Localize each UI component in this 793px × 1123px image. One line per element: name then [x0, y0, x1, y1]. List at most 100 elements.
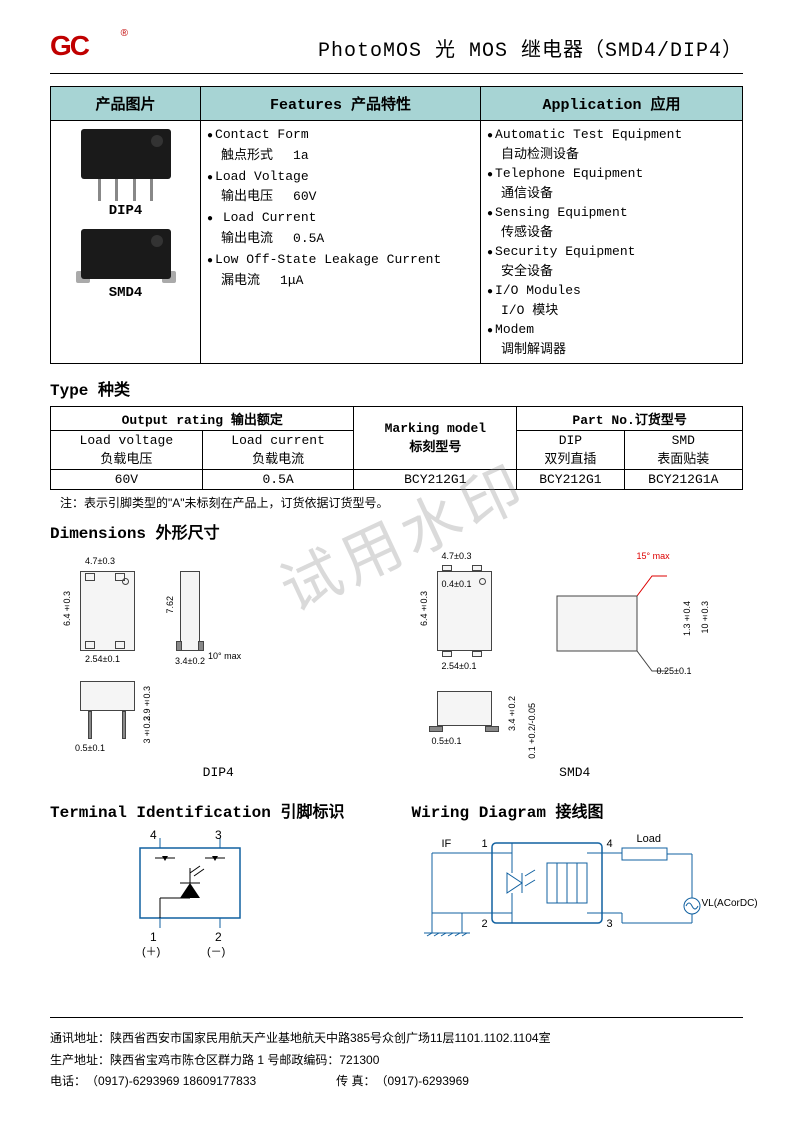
pin-label: 1	[150, 930, 157, 944]
dim-label: 6.4±0.3	[419, 591, 429, 626]
wiring-svg	[412, 828, 732, 958]
col-header-features: Features 产品特性	[201, 87, 481, 121]
th-load-voltage: Load voltage 负载电压	[51, 431, 203, 470]
pin-plus: (＋)	[142, 943, 160, 959]
cell-marking: BCY212G1	[354, 470, 517, 490]
dip4-caption: DIP4	[50, 765, 387, 780]
footer-prod-label: 生产地址：	[50, 1050, 110, 1072]
feature-en: Low Off-State Leakage Current	[207, 250, 474, 271]
app-cn: 通信设备	[487, 184, 736, 204]
wire-pin: 3	[607, 918, 613, 930]
features-cell: Contact Form 触点形式1a Load Voltage 输出电压60V…	[201, 121, 481, 364]
feature-val: 60V	[273, 187, 316, 208]
app-cn: I/O 模块	[487, 301, 736, 321]
th-load-current: Load current 负载电流	[202, 431, 354, 470]
dim-label: 2.54±0.1	[85, 654, 120, 664]
wire-vl: VL(ACorDC)	[702, 898, 758, 909]
dim-label: 0.4±0.1	[442, 579, 472, 589]
cell-current: 0.5A	[202, 470, 354, 490]
app-cn: 安全设备	[487, 262, 736, 282]
footer-fax-label: 传 真：	[336, 1071, 375, 1093]
dip4-drawing: 4.7±0.3 6.4±0.3 2.54±0.1 7.62 10° max 3.…	[50, 551, 387, 780]
feature-val: 0.5A	[273, 229, 324, 250]
dim-label: 2.54±0.1	[442, 661, 477, 671]
dim-label: 15° max	[637, 551, 670, 561]
footer-fax: （0917)-6293969	[376, 1071, 469, 1093]
feature-cn: 输出电压	[207, 187, 273, 208]
wire-pin: 1	[482, 838, 488, 850]
app-en: I/O Modules	[487, 281, 736, 301]
application-cell: Automatic Test Equipment 自动检测设备 Telephon…	[481, 121, 743, 364]
smd4-drawing: 4.7±0.3 0.4±0.1 6.4±0.3 2.54±0.1 15° max…	[407, 551, 744, 780]
page-title: PhotoMOS 光 MOS 继电器（SMD4/DIP4）	[120, 33, 743, 63]
dim-label: 10±0.3	[700, 601, 710, 634]
feature-en: Load Voltage	[207, 167, 474, 188]
th-smd: SMD 表面贴装	[624, 431, 742, 470]
wiring-title: Wiring Diagram 接线图	[412, 798, 744, 822]
feature-cn: 触点形式	[207, 146, 273, 167]
feature-en: Contact Form	[207, 125, 474, 146]
pin-label: 3	[215, 828, 222, 842]
app-cn: 传感设备	[487, 223, 736, 243]
app-en: Modem	[487, 320, 736, 340]
pin-label: 4	[150, 828, 157, 842]
pin-label: 2	[215, 930, 222, 944]
feature-val: 1a	[273, 146, 309, 167]
pin-minus: (－)	[207, 943, 225, 959]
page-header: GC ® PhotoMOS 光 MOS 继电器（SMD4/DIP4）	[50, 30, 743, 74]
app-en: Telephone Equipment	[487, 164, 736, 184]
th-marking: Marking model 标刻型号	[354, 407, 517, 470]
app-en: Automatic Test Equipment	[487, 125, 736, 145]
feature-cn: 输出电流	[207, 229, 273, 250]
type-section-title: Type 种类	[50, 376, 743, 400]
wire-pin: 4	[607, 838, 613, 850]
dim-label: 0.5±0.1	[75, 743, 105, 753]
th-part-no: Part No.订货型号	[517, 407, 743, 431]
dimensions-row: 4.7±0.3 6.4±0.3 2.54±0.1 7.62 10° max 3.…	[50, 551, 743, 780]
wire-load: Load	[637, 833, 661, 845]
footer-tel: （0917)-6293969 18609177833	[86, 1071, 256, 1093]
feature-en: Load Current	[207, 208, 474, 229]
page-footer: 通讯地址： 陕西省西安市国家民用航天产业基地航天中路385号众创广场11层110…	[50, 1017, 743, 1093]
cell-smd: BCY212G1A	[624, 470, 742, 490]
dim-label: 1.3±0.4	[682, 601, 692, 636]
wire-label-if: IF	[442, 838, 452, 850]
app-cn: 调制解调器	[487, 340, 736, 360]
terminal-section: Terminal Identification 引脚标识	[50, 790, 382, 958]
dip4-chip-image	[81, 129, 171, 179]
dip4-label: DIP4	[57, 203, 194, 219]
logo-text: GC	[50, 30, 88, 61]
col-header-application: Application 应用	[481, 87, 743, 121]
smd4-chip-image	[81, 229, 171, 279]
app-cn: 自动检测设备	[487, 145, 736, 165]
footer-prod: 陕西省宝鸡市陈仓区群力路 1 号邮政编码：721300	[110, 1050, 379, 1072]
feature-cn: 漏电流	[207, 271, 260, 292]
footer-addr-label: 通讯地址：	[50, 1028, 110, 1050]
logo: GC ®	[50, 30, 120, 65]
feature-val: 1μA	[260, 271, 303, 292]
dim-label: 0.25±0.1	[657, 666, 692, 676]
footer-tel-label: 电话：	[50, 1071, 86, 1093]
dim-label: 4.7±0.3	[85, 556, 115, 566]
wiring-section: Wiring Diagram 接线图	[412, 790, 744, 958]
app-en: Sensing Equipment	[487, 203, 736, 223]
dim-label: 3.4±0.2	[507, 696, 517, 731]
smd4-caption: SMD4	[407, 765, 744, 780]
col-header-image: 产品图片	[51, 87, 201, 121]
dim-label: 6.4±0.3	[62, 591, 72, 626]
dim-label: 3.4±0.2	[175, 656, 205, 666]
type-note: 注：表示引脚类型的"A"未标刻在产品上，订货依据订货型号。	[60, 494, 743, 511]
wire-pin: 2	[482, 918, 488, 930]
dim-label: 10° max	[208, 651, 241, 661]
dim-label: 0.5±0.1	[432, 736, 462, 746]
terminal-svg	[110, 828, 290, 948]
smd-side-svg	[537, 566, 687, 676]
cell-voltage: 60V	[51, 470, 203, 490]
dim-label: 0.1 +0.2/-0.05	[527, 703, 537, 759]
type-table: Output rating 输出额定 Marking model 标刻型号 Pa…	[50, 406, 743, 490]
dim-label: 3±0.2	[142, 716, 152, 744]
terminal-title: Terminal Identification 引脚标识	[50, 798, 382, 822]
product-images-cell: DIP4 SMD4	[51, 121, 201, 364]
th-output-rating: Output rating 输出额定	[51, 407, 354, 431]
dim-label: 7.62	[165, 596, 175, 614]
